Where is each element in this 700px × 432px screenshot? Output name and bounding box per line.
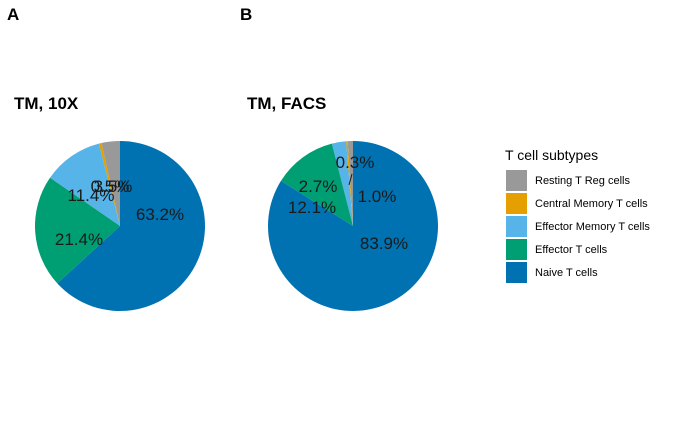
slice-label-b-resting-t-reg-cells: 1.0%: [358, 187, 397, 206]
slice-label-b-effector-memory-t-cells: 2.7%: [299, 177, 338, 196]
slice-label-b-central-memory-t-cells: 0.3%: [336, 153, 375, 172]
legend: T cell subtypes Resting T Reg cells Centr…: [505, 147, 650, 283]
legend-label-naive-t-cells: Naive T cells: [535, 267, 598, 279]
legend-label-effector-t-cells: Effector T cells: [535, 244, 608, 256]
panel-a-title: TM, 10X: [14, 94, 79, 113]
legend-swatch-central-memory-t-cells: [506, 193, 527, 214]
legend-label-effector-memory-t-cells: Effector Memory T cells: [535, 221, 650, 233]
legend-title: T cell subtypes: [505, 147, 598, 163]
slice-label-a-central-memory-t-cells: 0.5%: [91, 177, 130, 196]
legend-label-resting-t-reg-cells: Resting T Reg cells: [535, 175, 630, 187]
legend-swatch-resting-t-reg-cells: [506, 170, 527, 191]
legend-items: Resting T Reg cells Central Memory T cell…: [506, 170, 650, 283]
slice-b-naive-t-cells: [268, 141, 438, 311]
slice-a-effector-memory-t-cells: [49, 143, 121, 226]
slice-label-b-naive-t-cells: 83.9%: [360, 234, 408, 253]
slice-label-b-effector-t-cells: 12.1%: [288, 198, 336, 217]
pie-a: 3.5%0.5%11.4% 21.4% 63.2%: [34, 141, 205, 312]
panel-b: B TM, FACS 1.0% 0.3% 2.7% 12.1% 83.9%: [240, 5, 438, 311]
panel-letter-b: B: [240, 5, 252, 24]
slice-a-naive-t-cells: [57, 141, 205, 312]
panel-b-title: TM, FACS: [247, 94, 326, 113]
legend-swatch-effector-memory-t-cells: [506, 216, 527, 237]
panel-a: A TM, 10X 3.5%0.5%11.4% 21.4% 63.2%: [7, 5, 205, 312]
slice-label-a-effector-memory-t-cells: 11.4%: [68, 186, 115, 205]
legend-label-central-memory-t-cells: Central Memory T cells: [535, 198, 648, 210]
legend-swatch-naive-t-cells: [506, 262, 527, 283]
slice-a-resting-t-reg-cells: [101, 141, 120, 226]
slice-label-a-resting-t-reg-cells: 3.5%: [94, 177, 133, 196]
leader-line-b: [348, 173, 353, 186]
slice-a-central-memory-t-cells: [98, 143, 120, 226]
slice-b-resting-t-reg-cells: [347, 141, 353, 226]
slice-label-a-effector-t-cells: 21.4%: [55, 230, 103, 249]
legend-swatch-effector-t-cells: [506, 239, 527, 260]
slice-b-effector-memory-t-cells: [331, 141, 353, 226]
panel-letter-a: A: [7, 5, 19, 24]
pie-b: 1.0% 0.3% 2.7% 12.1% 83.9%: [268, 141, 438, 311]
slice-label-a-naive-t-cells: 63.2%: [136, 205, 184, 224]
slice-b-effector-t-cells: [280, 143, 353, 226]
slice-a-effector-t-cells: [34, 177, 120, 284]
